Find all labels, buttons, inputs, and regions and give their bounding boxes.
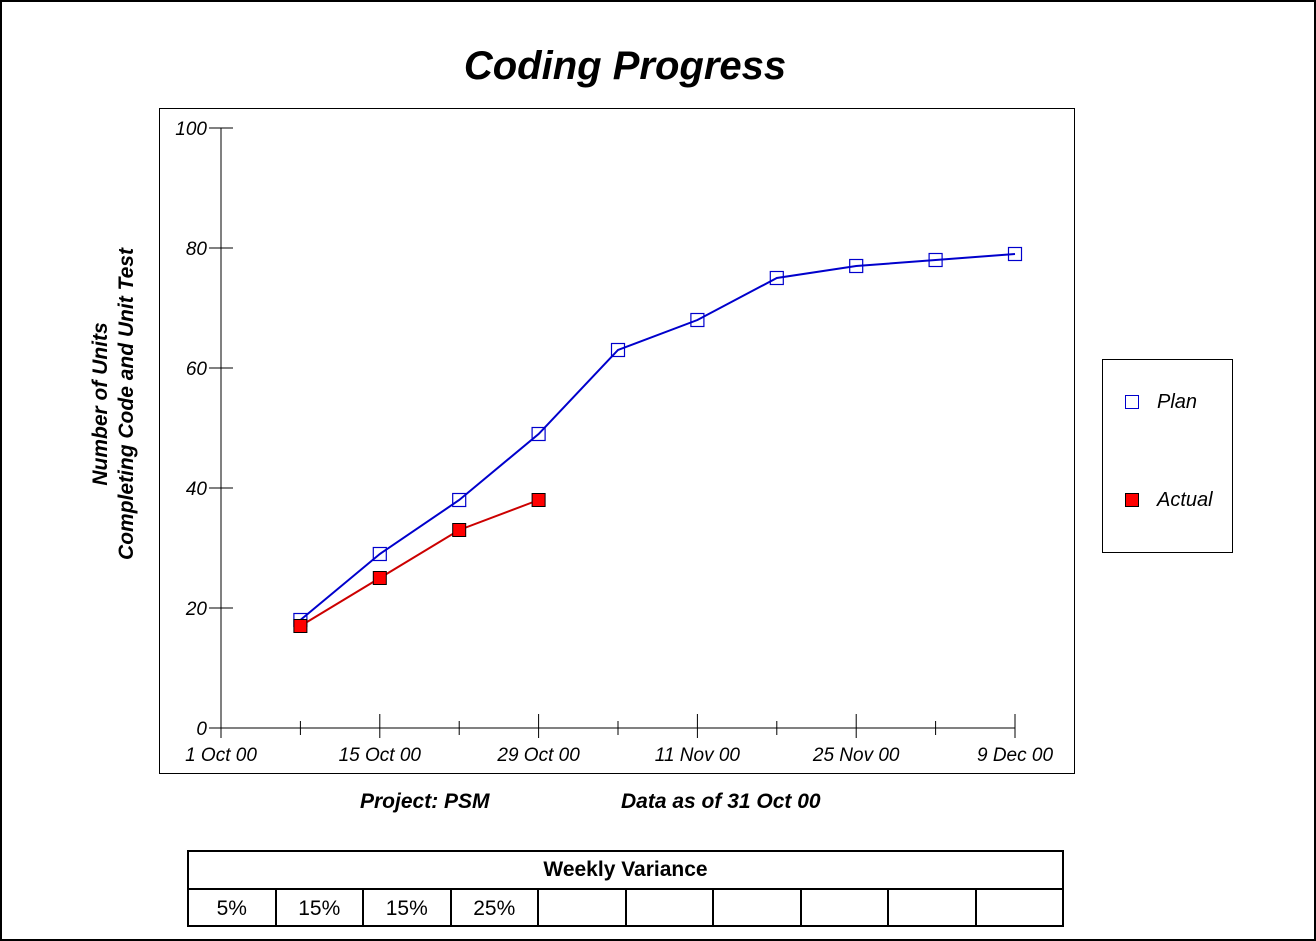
variance-title: Weekly Variance — [189, 852, 1062, 890]
y-tick-label: 60 — [186, 359, 208, 380]
variance-cell: 5% — [216, 897, 247, 920]
variance-cell — [712, 890, 800, 927]
data-point-plan — [769, 270, 784, 286]
variance-cell: 15% — [274, 890, 363, 927]
variance-cell — [537, 890, 625, 927]
variance-row: 5% 15% 15% 25% — [189, 890, 1062, 927]
x-tick-label: 29 Oct 00 — [496, 745, 580, 766]
data-point-plan — [849, 258, 864, 274]
y-tick-label: 20 — [185, 599, 208, 620]
x-tick-label: 15 Oct 00 — [339, 745, 422, 766]
legend-label-plan: Plan — [1157, 391, 1198, 413]
variance-cell: 25% — [449, 890, 538, 927]
data-point-plan — [928, 252, 943, 268]
data-date-label: Data as of 31 Oct 00 — [621, 790, 821, 813]
data-point-actual — [452, 523, 467, 537]
x-tick-label: 25 Nov 00 — [812, 745, 900, 766]
variance-cell: 15% — [362, 890, 450, 927]
y-axis-label-line: Completing Code and Unit Test — [115, 247, 138, 560]
variance-cell — [974, 890, 1063, 927]
chart-title: Coding Progress — [463, 44, 787, 88]
variance-table: Weekly Variance 5% 15% 15% 25% — [187, 850, 1064, 927]
y-tick-label: 40 — [186, 479, 208, 500]
legend-swatch-plan — [1125, 395, 1139, 409]
x-tick-label: 1 Oct 00 — [185, 745, 257, 766]
data-point-plan — [531, 426, 546, 442]
y-tick-label: 80 — [186, 239, 208, 260]
y-tick-label: 0 — [196, 719, 207, 740]
y-tick-label: 100 — [175, 119, 207, 140]
data-point-actual — [293, 619, 308, 633]
variance-cell — [887, 890, 975, 927]
series-line-actual — [299, 499, 539, 627]
series-line-plan — [299, 253, 1016, 621]
project-label: Project: PSM — [360, 790, 490, 813]
variance-cell — [624, 890, 713, 927]
data-point-plan — [452, 492, 467, 508]
y-axis-label: Number of Units Completing Code and Unit … — [89, 247, 138, 560]
variance-cell — [799, 890, 888, 927]
data-point-plan — [690, 312, 705, 328]
data-point-plan — [610, 342, 626, 358]
x-tick-label: 9 Dec 00 — [977, 745, 1053, 766]
plot-area-border — [159, 108, 1075, 774]
legend-swatch-actual — [1125, 493, 1139, 507]
legend: Plan Actual — [1102, 359, 1233, 553]
y-axis-label-line: Number of Units — [89, 322, 112, 485]
data-point-actual — [372, 571, 387, 585]
legend-label-actual: Actual — [1157, 489, 1213, 511]
data-point-plan — [1007, 246, 1023, 262]
data-point-actual — [531, 493, 546, 507]
x-tick-label: 11 Nov 00 — [655, 745, 741, 766]
data-point-plan — [372, 546, 387, 562]
